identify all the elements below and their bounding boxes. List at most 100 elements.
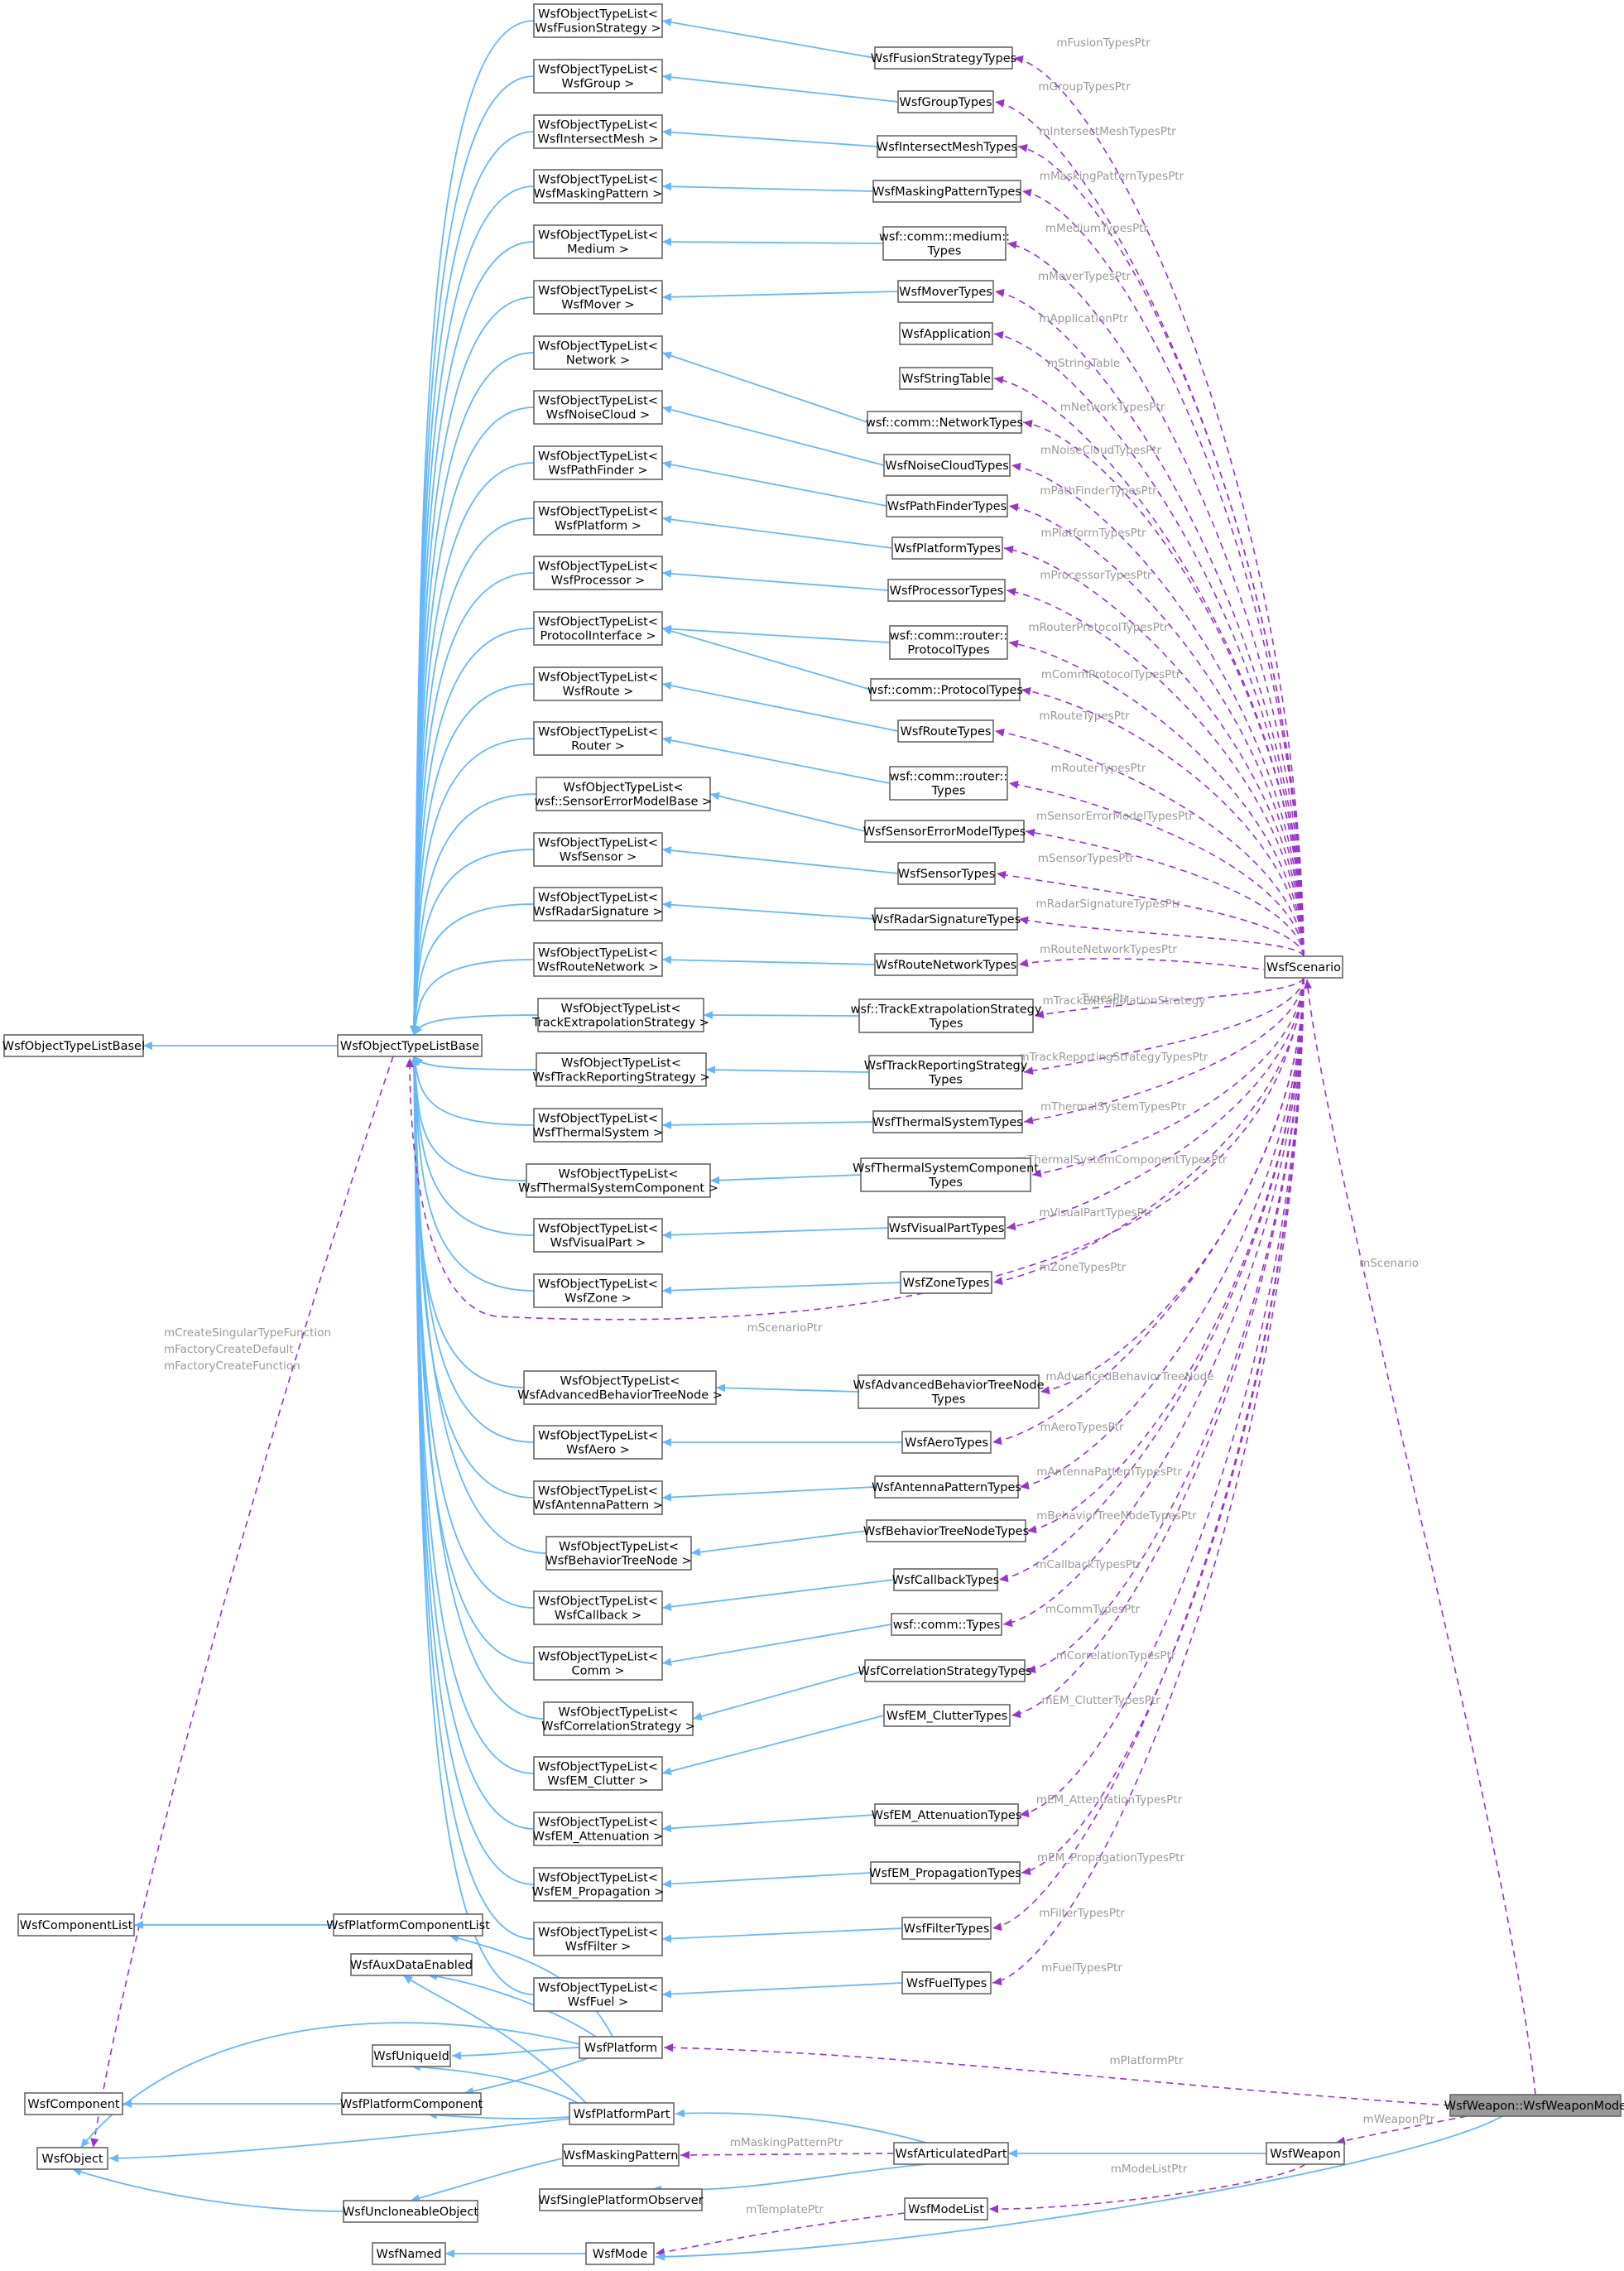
class-node-wsfarticulatedpart[interactable]: WsfArticulatedPart [893,2142,1009,2165]
class-node-otl-router[interactable]: WsfObjectTypeList<Router > [533,721,663,756]
inherit-edge-t_thermalsystem [661,1120,874,1129]
class-node-otl-pathfinder[interactable]: WsfObjectTypeList<WsfPathFinder > [533,445,663,480]
class-node-t-routenetwork[interactable]: WsfRouteNetworkTypes [874,953,1018,976]
class-node-otl-comm[interactable]: WsfObjectTypeList<Comm > [533,1646,663,1681]
class-node-t-stringtable[interactable]: WsfStringTable [899,367,993,390]
class-node-otl-em-propagation[interactable]: WsfObjectTypeList<WsfEM_Propagation > [532,1867,665,1902]
class-node-otl-fusionstrategy[interactable]: WsfObjectTypeList<WsfFusionStrategy > [533,3,663,38]
class-node-otl-em-clutter[interactable]: WsfObjectTypeList<WsfEM_Clutter > [533,1756,663,1791]
class-node-t-sensorerrormodel[interactable]: WsfSensorErrorModelTypes [863,820,1026,843]
class-node-wsfcomponentlist[interactable]: WsfComponentList [17,1913,135,1937]
class-node-otl-radarsignature[interactable]: WsfObjectTypeList<WsfRadarSignature > [533,887,663,921]
class-node-t-group[interactable]: WsfGroupTypes [897,90,994,113]
class-node-otl-thermalsystem[interactable]: WsfObjectTypeList<WsfThermalSystem > [533,1108,664,1143]
class-node-otl-behaviortreenode[interactable]: WsfObjectTypeList<WsfBehaviorTreeNode > [545,1536,692,1571]
class-node-otl-routenetwork[interactable]: WsfObjectTypeList<WsfRouteNetwork > [533,942,663,977]
class-node-otl-medium[interactable]: WsfObjectTypeList<Medium > [533,224,663,259]
class-node-otl-processor[interactable]: WsfObjectTypeList<WsfProcessor > [533,556,663,590]
class-node-t-noisecloud[interactable]: WsfNoiseCloudTypes [883,454,1011,477]
class-node-t-commprotocol[interactable]: wsf::comm::ProtocolTypes [867,678,1023,701]
class-node-t-sensor[interactable]: WsfSensorTypes [897,862,996,885]
class-node-t-antennapattern[interactable]: WsfAntennaPatternTypes [872,1475,1021,1499]
class-node-t-routerprotocol[interactable]: wsf::comm::router::ProtocolTypes [889,625,1008,660]
class-node-otl-aero[interactable]: WsfObjectTypeList<WsfAero > [533,1425,663,1460]
class-node-label: WsfIntersectMesh > [537,133,658,147]
class-node-wsfcomponent[interactable]: WsfComponent [24,2092,123,2115]
class-node-wsfobjecttypelistbasei[interactable]: WsfObjectTypeListBaseI [2,1034,145,1057]
class-node-otl-zone[interactable]: WsfObjectTypeList<WsfZone > [533,1273,663,1308]
class-node-t-fusionstrategy[interactable]: WsfFusionStrategyTypes [871,46,1016,70]
class-node-otl-fuel[interactable]: WsfObjectTypeList<WsfFuel > [533,1977,663,2012]
class-node-wsfsingleplatformobserver[interactable]: WsfSinglePlatformObserver [538,2188,704,2211]
inherit-edge-otl_em_attenuation [410,1056,535,1830]
class-node-t-filter[interactable]: WsfFilterTypes [901,1917,992,1940]
class-node-t-fuel[interactable]: WsfFuelTypes [901,1971,992,1994]
class-node-wsfuncloneableobject[interactable]: WsfUncloneableObject [343,2200,478,2223]
class-node-otl-platform[interactable]: WsfObjectTypeList<WsfPlatform > [533,501,663,536]
class-node-otl-network[interactable]: WsfObjectTypeList<Network > [533,335,663,370]
class-node-wsfuniqueid[interactable]: WsfUniqueId [372,2044,451,2067]
class-node-wsfscenario[interactable]: WsfScenario [1264,955,1343,979]
class-node-otl-correlationstrategy[interactable]: WsfObjectTypeList<WsfCorrelationStrategy… [541,1701,695,1736]
class-node-t-medium[interactable]: wsf::comm::medium::Types [879,226,1010,261]
class-node-t-processor[interactable]: WsfProcessorTypes [887,579,1006,602]
class-node-otl-visualpart[interactable]: WsfObjectTypeList<WsfVisualPart > [533,1218,663,1253]
class-node-t-zone[interactable]: WsfZoneTypes [900,1271,992,1294]
class-node-t-em-attenuation[interactable]: WsfEM_AttenuationTypes [872,1803,1022,1826]
class-node-otl-intersectmesh[interactable]: WsfObjectTypeList<WsfIntersectMesh > [533,114,663,149]
class-node-t-behaviortreenode[interactable]: WsfBehaviorTreeNodeTypes [863,1519,1029,1542]
class-node-wsfplatformcomponent[interactable]: WsfPlatformComponent [340,2092,483,2115]
class-node-otl-route[interactable]: WsfObjectTypeList<WsfRoute > [533,666,663,701]
class-node-t-radarsignature[interactable]: WsfRadarSignatureTypes [872,907,1021,931]
class-node-t-router[interactable]: wsf::comm::router::Types [889,766,1008,801]
class-node-otl-maskingpattern[interactable]: WsfObjectTypeList<WsfMaskingPattern > [533,169,663,204]
class-node-otl-thermalsystemcomponent[interactable]: WsfObjectTypeList<WsfThermalSystemCompon… [518,1163,718,1198]
edge-label-mnetworktypesptr: mNetworkTypesPtr [1060,401,1165,414]
class-node-t-aero[interactable]: WsfAeroTypes [901,1431,992,1454]
class-node-otl-sensorerrormodelbase[interactable]: WsfObjectTypeList<wsf::SensorErrorModelB… [535,777,712,811]
class-node-wsfnamed[interactable]: WsfNamed [372,2242,446,2265]
class-node-otl-group[interactable]: WsfObjectTypeList<WsfGroup > [533,59,663,94]
class-node-wsfplatformpart[interactable]: WsfPlatformPart [569,2102,675,2125]
class-node-wsfauxdataenabled[interactable]: WsfAuxDataEnabled [350,1953,473,1976]
class-node-t-em-clutter[interactable]: WsfEM_ClutterTypes [883,1704,1011,1727]
class-node-t-callback[interactable]: WsfCallbackTypes [892,1568,999,1591]
class-node-t-visualpart[interactable]: WsfVisualPartTypes [887,1216,1006,1239]
class-node-wsfmodelist[interactable]: WsfModeList [904,2197,988,2220]
class-node-wsfobjecttypelistbase[interactable]: WsfObjectTypeListBase [337,1034,483,1057]
class-node-t-correlationstrategy[interactable]: WsfCorrelationStrategyTypes [858,1659,1032,1682]
class-node-wsfplatform[interactable]: WsfPlatform [579,2036,663,2059]
class-node-otl-protocolinterface[interactable]: WsfObjectTypeList<ProtocolInterface > [533,611,663,646]
class-node-otl-trackreportingstrategy[interactable]: WsfObjectTypeList<WsfTrackReportingStrat… [532,1052,710,1087]
class-node-t-em-propagation[interactable]: WsfEM_PropagationTypes [869,1861,1021,1884]
class-node-t-mover[interactable]: WsfMoverTypes [897,280,994,303]
class-node-t-intersectmesh[interactable]: WsfIntersectMeshTypes [877,135,1017,158]
class-node-otl-advancedbehaviortreenode[interactable]: WsfObjectTypeList<WsfAdvancedBehaviorTre… [517,1370,723,1405]
class-node-wsfmode[interactable]: WsfMode [585,2242,655,2265]
class-node-t-network[interactable]: wsf::comm::NetworkTypes [866,411,1023,434]
class-node-wsfplatformcomponentlist[interactable]: WsfPlatformComponentList [326,1913,490,1937]
class-node-otl-noisecloud[interactable]: WsfObjectTypeList<WsfNoiseCloud > [533,390,663,425]
edge-label-mcommtypesptr: mCommTypesPtr [1045,1603,1141,1616]
class-node-t-thermalsystem[interactable]: WsfThermalSystemTypes [872,1110,1023,1133]
class-node-wsfmaskingpattern[interactable]: WsfMaskingPattern [562,2143,680,2167]
class-node-wsfweapon[interactable]: WsfWeapon [1266,2142,1345,2165]
class-node-t-comm[interactable]: wsf::comm::Types [891,1613,1002,1636]
class-node-otl-callback[interactable]: WsfObjectTypeList<WsfCallback > [533,1590,663,1625]
class-node-otl-sensor[interactable]: WsfObjectTypeList<WsfSensor > [533,832,663,867]
class-node-t-platform[interactable]: WsfPlatformTypes [891,536,1003,560]
class-node-wsfobject[interactable]: WsfObject [36,2147,108,2170]
class-node-otl-em-attenuation[interactable]: WsfObjectTypeList<WsfEM_Attenuation > [533,1812,664,1846]
class-node-otl-trackextrapolationstrategy[interactable]: WsfObjectTypeList<TrackExtrapolationStra… [531,998,709,1032]
class-node-otl-antennapattern[interactable]: WsfObjectTypeList<WsfAntennaPattern > [533,1480,663,1515]
class-node-t-pathfinder[interactable]: WsfPathFinderTypes [886,494,1008,517]
class-node-t-maskingpattern[interactable]: WsfMaskingPatternTypes [872,180,1021,203]
class-node-otl-filter[interactable]: WsfObjectTypeList<WsfFilter > [533,1922,663,1956]
class-node-t-route[interactable]: WsfRouteTypes [897,719,994,743]
class-node-otl-mover[interactable]: WsfObjectTypeList<WsfMover > [533,280,663,315]
class-node-t-application[interactable]: WsfApplication [899,322,993,345]
